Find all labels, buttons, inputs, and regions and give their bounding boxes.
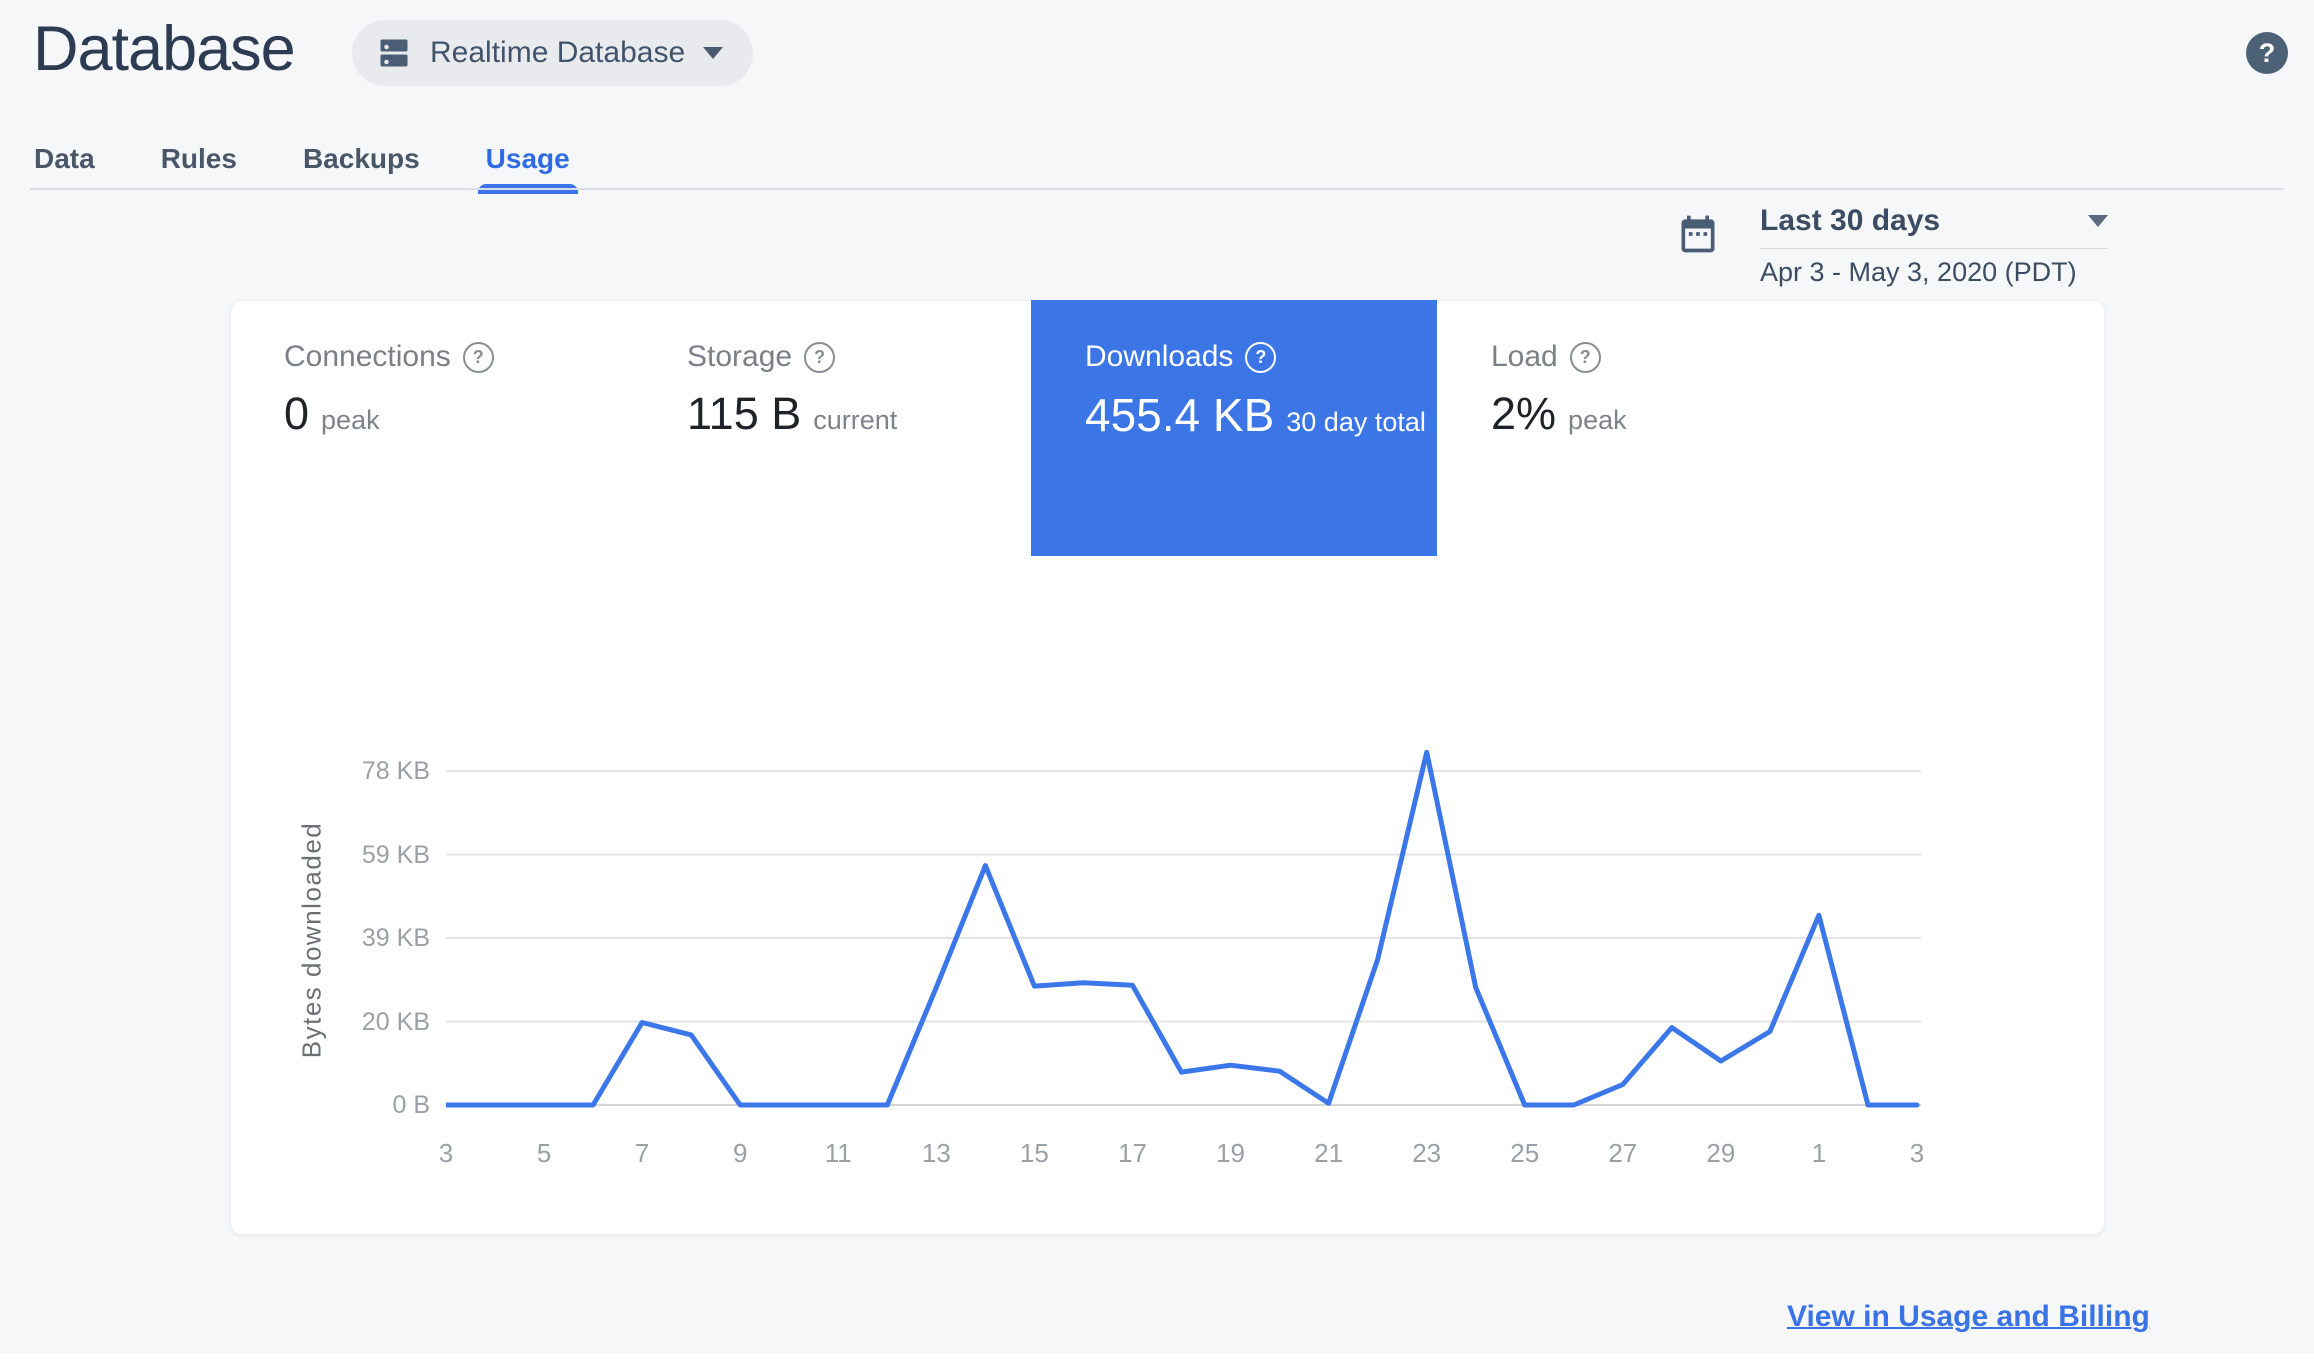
metric-unit: 30 day total (1286, 407, 1426, 437)
x-tick-label: 15 (1019, 1138, 1049, 1168)
bottom-strip (0, 1354, 2314, 1366)
tab-usage[interactable]: Usage (477, 143, 578, 194)
tab-backups[interactable]: Backups (302, 143, 420, 174)
metric-unit: peak (1568, 405, 1627, 435)
x-tick-label: 23 (1412, 1138, 1442, 1168)
x-tick-label: 3 (438, 1138, 454, 1168)
date-preset-label: Last 30 days (1760, 204, 1941, 237)
metric-value: 115 B (687, 388, 802, 439)
metric-value: 2% (1491, 388, 1557, 439)
downloads-series-line (446, 750, 1920, 1108)
x-axis-tick-labels: 3 5 7 9 11 13 15 17 19 21 23 25 27 29 1 3 (439, 1138, 1924, 1178)
metric-label: Connections (284, 340, 451, 373)
x-tick-label: 13 (921, 1138, 951, 1168)
x-tick-label: 3 (1909, 1138, 1925, 1168)
help-circle-icon[interactable]: ? (462, 341, 494, 373)
metric-unit: peak (321, 405, 380, 435)
y-axis-title: Bytes downloaded (296, 821, 327, 1059)
metric-label: Load (1491, 340, 1558, 373)
tab-rules[interactable]: Rules (160, 143, 237, 174)
page-title: Database (33, 14, 296, 84)
y-tick-label: 20 KB (361, 1007, 430, 1036)
date-divider (1760, 248, 2108, 249)
tabs-divider (30, 188, 2284, 190)
database-icon (376, 35, 412, 71)
metric-value: 455.4 KB (1085, 389, 1275, 441)
metric-unit: current (813, 405, 898, 435)
metric-value: 0 (284, 388, 310, 439)
x-tick-label: 19 (1216, 1138, 1245, 1168)
y-tick-label: 39 KB (361, 924, 430, 952)
metric-label: Storage (687, 340, 793, 373)
help-circle-icon[interactable]: ? (1569, 341, 1601, 373)
view-usage-billing-link[interactable]: View in Usage and Billing (1787, 1300, 2150, 1333)
database-tabs: Data Rules Backups Usage (34, 143, 578, 194)
chevron-down-icon (2088, 215, 2108, 227)
metric-tile-load[interactable]: Load ? 2% peak (1437, 300, 1835, 556)
help-circle-icon[interactable]: ? (1245, 341, 1277, 373)
x-tick-label: 29 (1706, 1138, 1736, 1168)
x-tick-label: 21 (1314, 1138, 1344, 1168)
y-tick-label: 78 KB (361, 756, 430, 785)
y-tick-label: 59 KB (361, 840, 430, 869)
y-tick-label: 0 B (392, 1091, 430, 1119)
x-tick-label: 25 (1510, 1138, 1540, 1168)
chevron-down-icon (703, 47, 724, 59)
x-tick-label: 9 (732, 1138, 748, 1168)
x-tick-label: 1 (1811, 1138, 1827, 1168)
database-selector-dropdown[interactable]: Realtime Database (352, 20, 754, 86)
usage-line-chart (446, 750, 1921, 1108)
x-tick-label: 27 (1608, 1138, 1638, 1168)
metric-tile-storage[interactable]: Storage ? 115 B current (633, 300, 1031, 556)
x-tick-label: 17 (1117, 1138, 1147, 1168)
date-range-text: Apr 3 - May 3, 2020 (PDT) (1760, 257, 2077, 287)
metric-label: Downloads (1085, 340, 1234, 373)
help-icon: ? (2258, 37, 2276, 68)
date-range-picker[interactable]: Last 30 days Apr 3 - May 3, 2020 (PDT) (1760, 204, 2108, 288)
help-circle-icon[interactable]: ? (804, 341, 836, 373)
metric-tile-downloads[interactable]: Downloads ? 455.4 KB 30 day total (1031, 300, 1437, 556)
x-tick-label: 7 (634, 1138, 650, 1168)
calendar-icon (1676, 212, 1720, 261)
x-tick-label: 11 (824, 1138, 852, 1168)
y-axis-tick-labels: 0 B 20 KB 39 KB 59 KB 78 KB (330, 750, 430, 1130)
metric-tile-connections[interactable]: Connections ? 0 peak (230, 300, 633, 556)
help-button[interactable]: ? (2246, 32, 2288, 74)
database-selector-label: Realtime Database (430, 36, 686, 69)
x-tick-label: 5 (536, 1138, 552, 1168)
tab-data[interactable]: Data (34, 143, 95, 174)
